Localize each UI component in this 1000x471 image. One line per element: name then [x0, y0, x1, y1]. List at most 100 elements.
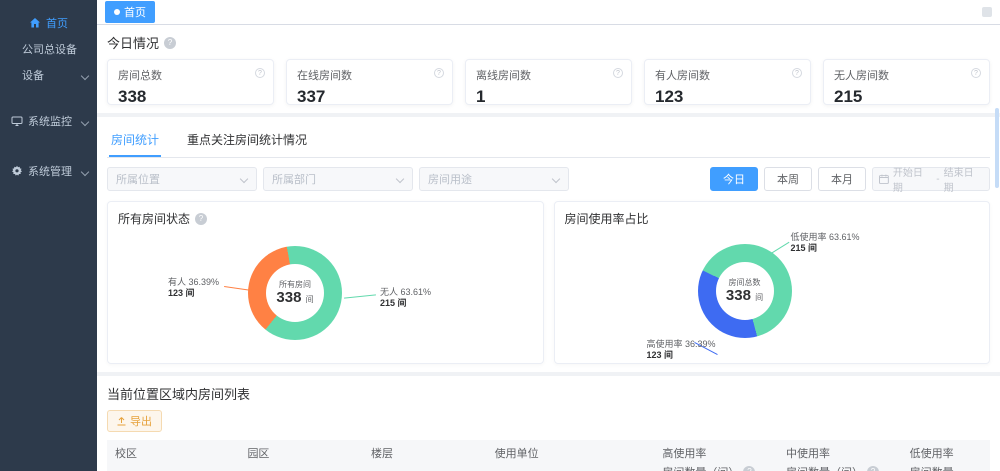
info-icon[interactable]: ?: [867, 466, 880, 471]
stat-card-value: 338: [118, 87, 147, 106]
rate-header-title: 中使用率: [786, 448, 831, 460]
slice-label: 低使用率 63.61%: [790, 232, 860, 242]
info-icon[interactable]: ?: [164, 36, 177, 49]
tab-home[interactable]: 首页: [105, 1, 155, 23]
info-icon[interactable]: ?: [195, 212, 208, 225]
date-end-placeholder: 结束日期: [943, 168, 974, 194]
stat-card-vacant-rooms: 无人房间数 ? 215: [823, 59, 990, 106]
stat-card-label: 有人房间数: [655, 70, 710, 82]
stat-card-label: 在线房间数: [297, 70, 352, 82]
donut-center-unit: 间: [755, 293, 764, 303]
info-icon[interactable]: ?: [792, 68, 802, 78]
room-list-panel: 当前位置区域内房间列表 导出 校区 园区 楼层 使用单位: [97, 376, 1000, 471]
today-section-title: 今日情况 ?: [107, 33, 990, 52]
slice-label: 高使用率 36.39%: [646, 339, 716, 349]
info-icon[interactable]: ?: [743, 466, 756, 471]
scrollbar-thumb[interactable]: [995, 108, 999, 188]
sidebar-item-devices[interactable]: 设备: [0, 62, 97, 88]
home-icon: [28, 17, 41, 30]
usage-rate-chart-title: 房间使用率占比: [565, 210, 980, 227]
date-range-picker[interactable]: 开始日期 - 结束日期: [872, 167, 990, 194]
chart-title-text: 房间使用率占比: [564, 212, 649, 226]
location-select[interactable]: 所属位置: [107, 167, 257, 191]
page-scrollbar: [994, 0, 1000, 471]
tab-home-label: 首页: [124, 7, 146, 19]
col-floor: 楼层: [363, 440, 487, 471]
stat-cards-row: 房间总数 ? 338 在线房间数 ? 337 离线房间数 ? 1 有人房间数 ?: [107, 59, 990, 106]
department-select[interactable]: 所属部门: [263, 167, 413, 191]
sidebar-item-label: 系统管理: [28, 166, 72, 178]
label-line: [344, 294, 376, 299]
stat-card-label: 房间总数: [118, 70, 162, 82]
tab-room-statistics[interactable]: 房间统计: [109, 127, 162, 157]
vacant-callout: 无人 63.61% 215 间: [380, 287, 431, 310]
stat-card-value: 123: [655, 87, 684, 106]
room-status-donut-chart[interactable]: 所有房间 338 间: [248, 246, 342, 340]
chevron-down-icon: [82, 72, 89, 79]
info-icon[interactable]: ?: [613, 68, 623, 78]
room-table: 校区 园区 楼层 使用单位 高使用率 房间数量（间）? 中使用率 房间数量（间）…: [107, 440, 990, 471]
stat-card-value: 1: [476, 87, 486, 106]
col-mid-usage: 中使用率 房间数量（间）?: [778, 440, 902, 471]
donut-center: 房间总数 338 间: [715, 262, 774, 320]
toolbar-icon[interactable]: [982, 7, 992, 17]
donut-center-value: 338 间: [276, 290, 313, 307]
room-statistics-panel: 房间统计 重点关注房间统计情况 所属位置 所属部门 房间用途 今日: [97, 117, 1000, 372]
room-purpose-select-placeholder: 房间用途: [428, 174, 472, 186]
info-icon[interactable]: ?: [255, 68, 265, 78]
charts-row: 所有房间状态 ? 所有房间 338 间: [107, 201, 990, 364]
month-range-button[interactable]: 本月: [818, 167, 866, 191]
slice-count: 215 间: [380, 298, 407, 309]
sidebar-item-home[interactable]: 首页: [0, 10, 97, 36]
stat-card-label: 无人房间数: [834, 70, 889, 82]
high-usage-callout: 高使用率 36.39% 123 间: [647, 339, 716, 362]
table-header-row: 校区 园区 楼层 使用单位 高使用率 房间数量（间）? 中使用率 房间数量（间）…: [107, 440, 990, 471]
export-icon: [117, 416, 126, 425]
rate-header-title: 高使用率: [662, 448, 707, 460]
col-low-usage: 低使用率 房间数量（间）?: [901, 440, 990, 471]
usage-rate-donut-chart[interactable]: 房间总数 338 间: [697, 244, 792, 338]
donut-center-value: 338 间: [726, 288, 763, 305]
main-content: 首页 今日情况 ? 房间总数 ? 338 在线房间数 ? 337: [97, 0, 1000, 471]
donut-center-unit: 间: [305, 295, 314, 305]
info-icon[interactable]: ?: [434, 68, 444, 78]
stats-tabs: 房间统计 重点关注房间统计情况: [107, 125, 990, 158]
slice-label: 有人 36.39%: [168, 277, 220, 287]
calendar-icon: [879, 174, 889, 184]
sidebar-item-system-monitor[interactable]: 系统监控: [0, 108, 97, 134]
week-range-button[interactable]: 本周: [764, 167, 812, 191]
usage-rate-chart-card: 房间使用率占比 房间总数 338 间 低使用率 63.61%: [553, 201, 990, 364]
slice-count: 123 间: [168, 288, 195, 299]
date-range-group: 今日 本周 本月 开始日期 - 结束日期: [710, 167, 990, 194]
col-high-usage: 高使用率 房间数量（间）?: [654, 440, 779, 471]
chevron-down-icon: [82, 118, 89, 125]
chevron-down-icon: [241, 176, 248, 183]
room-status-chart-title: 所有房间状态 ?: [118, 210, 533, 227]
chart-title-text: 所有房间状态: [118, 212, 191, 226]
location-select-placeholder: 所属位置: [116, 174, 160, 186]
occupied-callout: 有人 36.39% 123 间: [168, 277, 219, 300]
slice-count: 123 间: [646, 350, 674, 361]
info-icon[interactable]: ?: [971, 68, 981, 78]
today-overview-panel: 今日情况 ? 房间总数 ? 338 在线房间数 ? 337 离线房间数 ? 1: [97, 25, 1000, 113]
export-button[interactable]: 导出: [107, 410, 162, 432]
filter-row: 所属位置 所属部门 房间用途 今日 本周 本月 开始日: [107, 167, 990, 194]
sidebar-item-label: 首页: [46, 18, 68, 30]
room-purpose-select[interactable]: 房间用途: [419, 167, 569, 191]
stat-card-value: 215: [834, 87, 863, 106]
monitor-icon: [10, 115, 23, 128]
label-line: [768, 241, 789, 256]
today-range-button[interactable]: 今日: [710, 167, 758, 191]
stat-card-offline-rooms: 离线房间数 ? 1: [465, 59, 632, 106]
sidebar-item-system-admin[interactable]: 系统管理: [0, 158, 97, 184]
date-start-placeholder: 开始日期: [892, 168, 923, 194]
stat-card-label: 离线房间数: [476, 70, 531, 82]
today-title-text: 今日情况: [107, 36, 160, 51]
rate-header-subtitle: 房间数量（间）: [662, 464, 739, 471]
col-campus: 校区: [107, 440, 240, 471]
sidebar-item-company-devices[interactable]: 公司总设备: [0, 36, 97, 62]
tab-key-rooms-statistics[interactable]: 重点关注房间统计情况: [187, 133, 308, 147]
sidebar-item-label: 公司总设备: [22, 44, 77, 56]
chevron-down-icon: [553, 176, 560, 183]
